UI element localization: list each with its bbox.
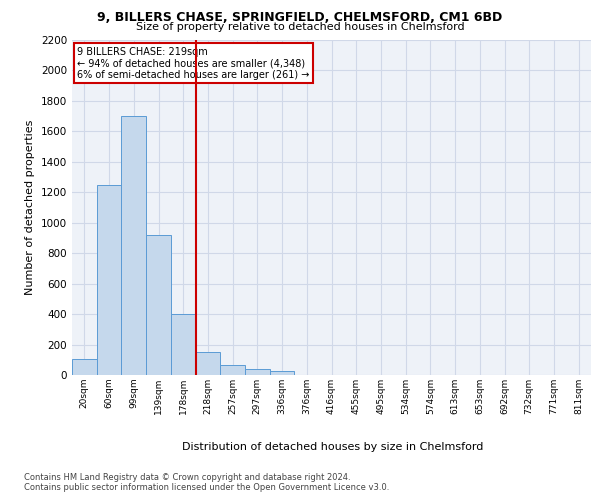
Text: 9 BILLERS CHASE: 219sqm
← 94% of detached houses are smaller (4,348)
6% of semi-: 9 BILLERS CHASE: 219sqm ← 94% of detache… bbox=[77, 46, 310, 80]
Bar bbox=[245, 369, 270, 375]
Bar bbox=[121, 116, 146, 375]
Text: Size of property relative to detached houses in Chelmsford: Size of property relative to detached ho… bbox=[136, 22, 464, 32]
Y-axis label: Number of detached properties: Number of detached properties bbox=[25, 120, 35, 295]
Text: 9, BILLERS CHASE, SPRINGFIELD, CHELMSFORD, CM1 6BD: 9, BILLERS CHASE, SPRINGFIELD, CHELMSFOR… bbox=[97, 11, 503, 24]
Bar bbox=[270, 371, 295, 375]
Bar bbox=[146, 235, 171, 375]
Bar bbox=[97, 186, 121, 375]
Text: Contains public sector information licensed under the Open Government Licence v3: Contains public sector information licen… bbox=[24, 484, 389, 492]
Bar bbox=[220, 364, 245, 375]
Bar bbox=[196, 352, 220, 375]
Text: Distribution of detached houses by size in Chelmsford: Distribution of detached houses by size … bbox=[182, 442, 484, 452]
Bar bbox=[72, 359, 97, 375]
Text: Contains HM Land Registry data © Crown copyright and database right 2024.: Contains HM Land Registry data © Crown c… bbox=[24, 472, 350, 482]
Bar bbox=[171, 314, 196, 375]
